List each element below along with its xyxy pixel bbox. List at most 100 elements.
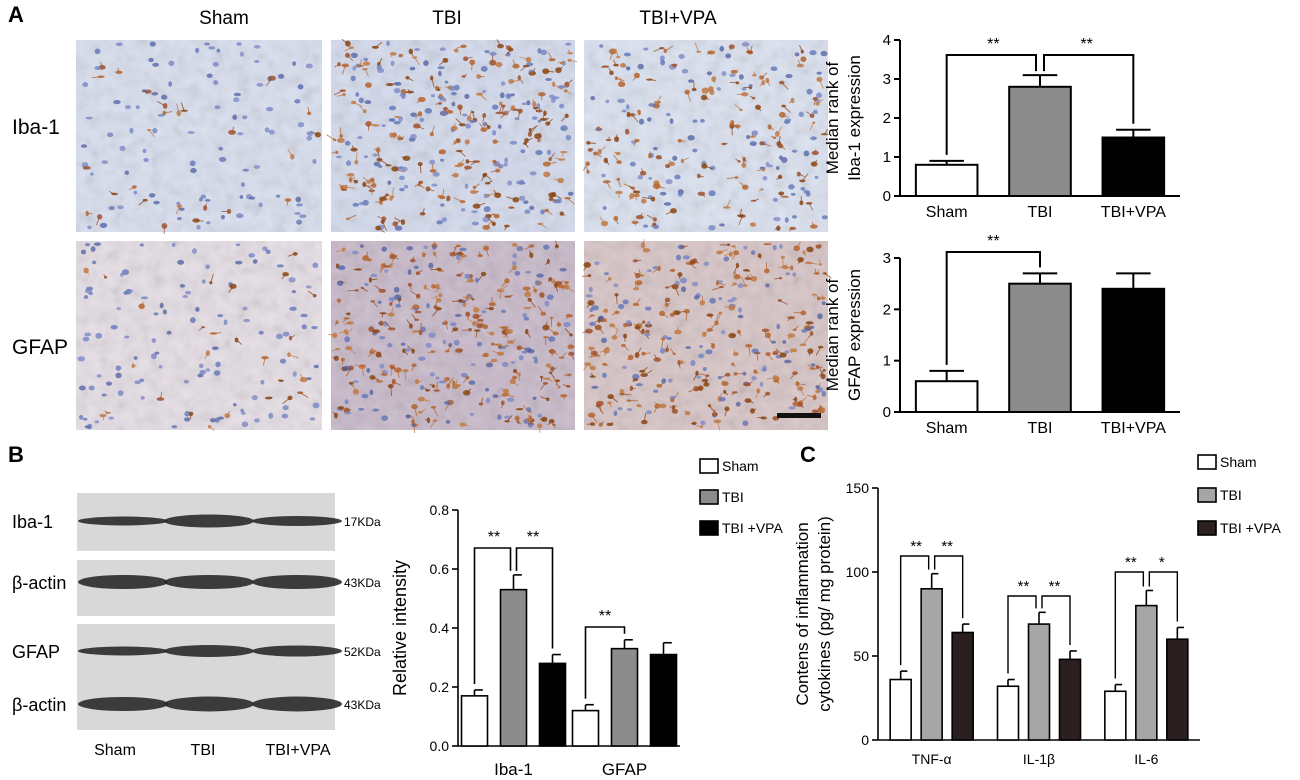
blot-protein-label: Iba-1 (12, 512, 53, 532)
bar (538, 662, 567, 747)
y-tick-label: 0.4 (430, 620, 450, 636)
x-tick-label: TNF-α (912, 751, 952, 767)
significance-bracket (945, 251, 1041, 365)
significance-bracket (1007, 595, 1037, 674)
y-axis-label: Relative intensity (390, 560, 410, 696)
blot-lane-label: TBI (191, 742, 216, 759)
y-axis-label: cytokines (pg/ mg protein) (815, 516, 834, 712)
x-tick-label: TBI+VPA (1101, 204, 1166, 221)
significance-mark: ** (488, 529, 500, 546)
legend-label: Sham (1220, 454, 1257, 470)
y-tick-label: 100 (846, 564, 870, 580)
legend-swatch (1197, 487, 1217, 503)
bar (1027, 623, 1051, 741)
y-tick-label: 0 (861, 732, 869, 748)
blot-lane-label: Sham (94, 742, 136, 759)
legend-swatch (1197, 520, 1217, 536)
y-tick-label: 3 (883, 250, 891, 267)
x-tick-label: Sham (926, 204, 968, 221)
bar (1058, 658, 1082, 741)
blot-band (164, 514, 254, 528)
blot-size-label: 43KDa (344, 698, 381, 712)
blot-band (78, 697, 168, 711)
bar (914, 380, 979, 414)
blot-band (252, 575, 342, 589)
bar (1135, 604, 1158, 741)
legend-label: TBI (722, 489, 744, 505)
blot-strip (77, 624, 342, 682)
significance-bracket (1148, 571, 1179, 622)
bar (571, 709, 600, 747)
y-tick-label: 2 (883, 301, 891, 318)
legend: Sham TBI TBI +VPA (1197, 454, 1281, 536)
x-tick-label: IL-6 (1134, 751, 1158, 767)
legend-swatch (699, 520, 719, 536)
significance-bracket (1041, 595, 1071, 645)
y-tick-label: 0.8 (430, 502, 450, 518)
bar (920, 587, 943, 741)
column-label-tbi-vpa: TBI+VPA (639, 8, 717, 29)
significance-bracket (1043, 54, 1135, 124)
significance-bracket (1114, 571, 1145, 679)
blot-strip (77, 676, 342, 730)
bar (951, 631, 974, 741)
blot-size-label: 52KDa (344, 645, 381, 659)
scale-bar (777, 413, 821, 418)
significance-mark: ** (987, 233, 999, 250)
relative-intensity-chart: 0.0 0.2 0.4 0.6 0.8 Iba-1 GFAP Relative intensi… (390, 458, 783, 779)
blot-band (164, 696, 254, 712)
significance-bracket (515, 547, 554, 649)
significance-bracket (933, 555, 964, 619)
gfap-median-rank-chart: 0 1 2 3 Sham TBI TBI+VPA Median rank of GFAP exp… (823, 233, 1180, 437)
blot-band (252, 696, 342, 712)
column-label-tbi: TBI (432, 8, 462, 29)
y-tick-label: 0 (883, 188, 891, 205)
micrograph-gfap-tbi-vpa (582, 239, 832, 431)
legend-label: TBI (1220, 487, 1242, 503)
micrograph-iba1-tbi-vpa (582, 40, 829, 232)
legend: Sham TBI TBI +VPA (699, 458, 783, 536)
y-axis-label: Median rank of (823, 61, 842, 174)
blot-band (252, 645, 342, 657)
micrograph-gfap-tbi (328, 240, 575, 434)
significance-mark: * (1159, 554, 1165, 571)
x-tick-label: GFAP (602, 760, 647, 779)
panel-label-c: C (800, 442, 816, 467)
legend-swatch (699, 458, 719, 474)
micrograph-iba1-sham (76, 40, 322, 235)
y-tick-label: 0.0 (430, 738, 450, 754)
legend-label: Sham (722, 458, 759, 474)
significance-mark: ** (1049, 578, 1061, 595)
significance-mark: ** (527, 529, 539, 546)
y-tick-label: 0 (883, 404, 891, 421)
y-tick-label: 3 (883, 71, 891, 88)
x-tick-label: TBI (1028, 420, 1053, 437)
significance-bracket (473, 547, 512, 684)
x-tick-label: Iba-1 (494, 760, 533, 779)
significance-mark: ** (1018, 578, 1030, 595)
blot-lane-label: TBI+VPA (265, 742, 330, 759)
row-label-iba1: Iba-1 (12, 116, 60, 139)
legend-label: TBI +VPA (1220, 520, 1281, 536)
significance-mark: ** (987, 36, 999, 53)
bar (610, 647, 639, 747)
blot-band (78, 516, 168, 526)
significance-bracket (899, 555, 930, 666)
bar (1101, 287, 1166, 413)
significance-mark: ** (941, 538, 953, 555)
blot-strip (77, 493, 342, 551)
column-label-sham: Sham (199, 8, 249, 29)
blot-protein-label: β-actin (12, 695, 66, 715)
legend-label: TBI +VPA (722, 520, 783, 536)
y-tick-label: 1 (883, 149, 891, 166)
x-tick-label: IL-1β (1023, 751, 1055, 767)
bar (1166, 638, 1189, 741)
significance-bracket (945, 54, 1037, 155)
significance-mark: ** (1080, 36, 1092, 53)
x-tick-label: Sham (926, 420, 968, 437)
bar (1104, 690, 1127, 741)
bar (499, 588, 528, 747)
significance-mark: ** (1125, 554, 1137, 571)
micrograph-iba1-tbi (326, 38, 578, 233)
